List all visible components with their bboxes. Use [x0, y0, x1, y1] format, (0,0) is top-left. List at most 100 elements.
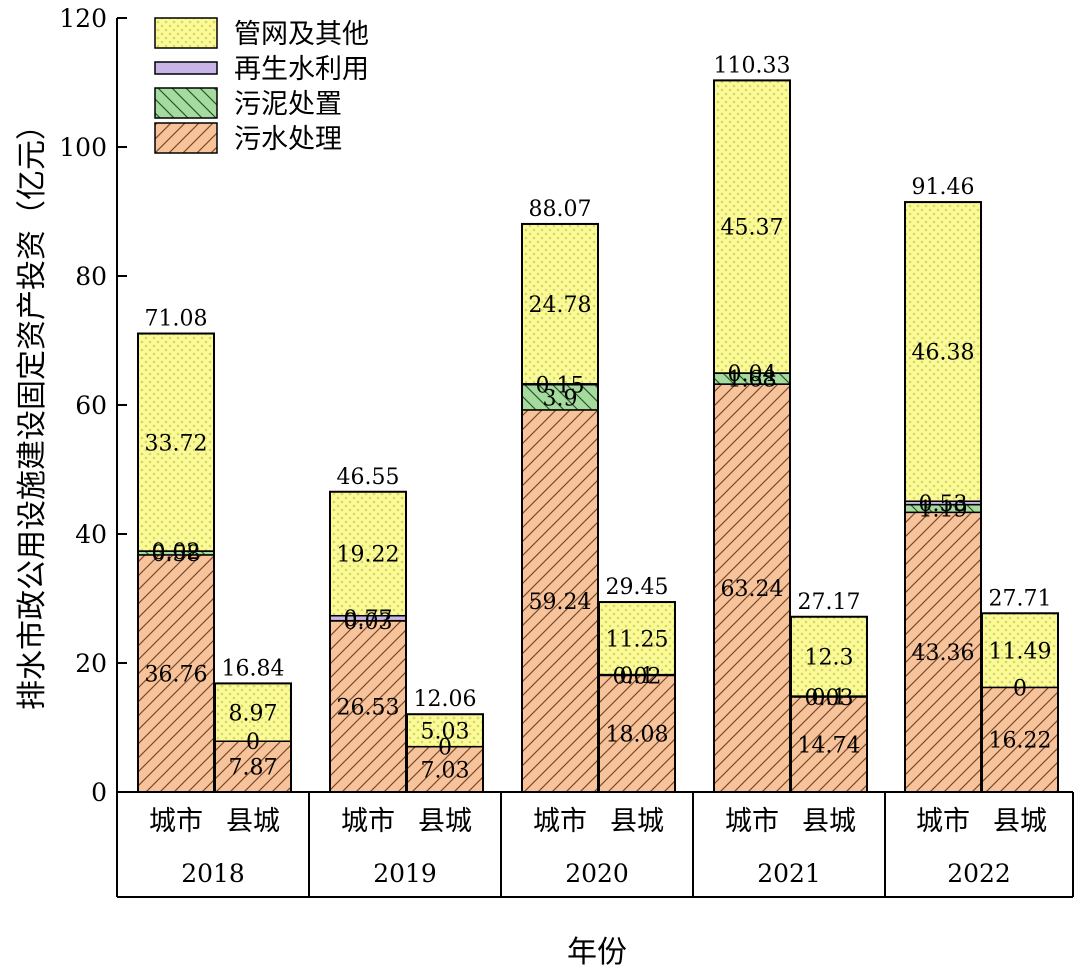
year-label: 2018 — [181, 859, 245, 888]
bar-outline — [137, 332, 215, 793]
bar-value-label: 0.53 — [919, 492, 968, 517]
bar-outline — [521, 222, 599, 794]
legend-label: 管网及其他 — [234, 19, 369, 50]
y-tick-label: 60 — [75, 391, 107, 420]
bar-total-label: 27.17 — [798, 590, 861, 615]
bar-segment — [329, 620, 407, 793]
legend-swatch — [154, 122, 218, 154]
bar-value-label: 0.1 — [620, 664, 655, 689]
y-tick-label: 80 — [75, 262, 107, 291]
bar-value-label: 12.3 — [805, 645, 854, 670]
legend-swatch — [154, 61, 218, 75]
legend-swatch — [154, 87, 218, 119]
y-tick-label: 100 — [59, 133, 107, 162]
bar-value-label: 14.74 — [798, 733, 861, 758]
y-axis-title: 排水市政公用设施建设固定资产投资（亿元） — [15, 110, 50, 710]
year-label: 2022 — [947, 859, 1011, 888]
category-label: 城市 — [341, 806, 395, 837]
data-labels: 36.760.580.0233.7271.087.8708.9716.8426.… — [145, 53, 1052, 783]
bar-total-label: 16.84 — [222, 656, 285, 681]
bars — [137, 79, 1059, 794]
category-label: 城市 — [725, 806, 779, 837]
bar-value-label: 0.03 — [344, 610, 393, 635]
y-tick-label: 40 — [75, 520, 107, 549]
bar-value-label: 0.02 — [613, 664, 662, 689]
legend-label: 污水处理 — [234, 124, 342, 155]
bar-segment — [406, 745, 484, 793]
bar-value-label: 8.97 — [229, 701, 278, 726]
bar-value-label: 1.68 — [728, 368, 777, 393]
category-label: 城市 — [149, 806, 203, 837]
bar-value-label: 7.87 — [229, 756, 278, 781]
bar-outline — [713, 79, 791, 793]
bar-value-label: 59.24 — [529, 590, 592, 615]
bar-outline — [329, 490, 407, 793]
bar-value-label: 43.36 — [912, 641, 975, 666]
category-label: 县城 — [418, 806, 472, 837]
bar-value-label: 0.1 — [812, 685, 847, 710]
bar-value-label: 0.77 — [344, 607, 393, 632]
bar-value-label: 36.76 — [145, 662, 208, 687]
bar-outline — [981, 612, 1059, 794]
bar-value-label: 16.22 — [989, 729, 1052, 754]
bar-total-label: 12.06 — [414, 687, 477, 712]
bar-value-label: 24.78 — [529, 293, 592, 318]
year-label: 2019 — [373, 859, 437, 888]
bar-segment — [981, 686, 1059, 793]
category-label: 城市 — [916, 806, 970, 837]
bar-value-label: 7.03 — [421, 758, 470, 783]
category-label: 县城 — [610, 806, 664, 837]
legend-label: 再生水利用 — [234, 54, 369, 85]
bar-total-label: 88.07 — [529, 197, 592, 222]
bar-segment — [713, 79, 791, 374]
bar-segment — [790, 616, 868, 697]
bar-total-label: 46.55 — [337, 465, 400, 490]
year-label: 2020 — [565, 859, 629, 888]
bar-value-label: 0.04 — [728, 362, 777, 387]
category-label: 县城 — [802, 806, 856, 837]
bar-value-label: 63.24 — [721, 577, 784, 602]
bar-value-label: 5.03 — [421, 719, 470, 744]
bar-outline — [406, 713, 484, 794]
legend-swatch — [154, 17, 218, 49]
bar-value-label: 45.37 — [721, 216, 784, 241]
category-label: 县城 — [993, 806, 1047, 837]
year-label: 2021 — [757, 859, 821, 888]
bar-value-label: 1.19 — [919, 497, 968, 522]
bar-value-label: 19.22 — [337, 543, 400, 568]
y-tick-label: 120 — [59, 4, 107, 33]
bar-value-label: 0.03 — [805, 686, 854, 711]
x-axis-label: 年份 — [567, 935, 627, 970]
bar-total-label: 71.08 — [145, 307, 208, 332]
bar-value-label: 11.49 — [989, 639, 1052, 664]
bar-value-label: 0 — [438, 736, 452, 761]
bar-segment — [214, 740, 292, 793]
category-label: 县城 — [226, 806, 280, 837]
y-tick-label: 0 — [91, 778, 107, 807]
bar-value-label: 3.9 — [543, 386, 578, 411]
bar-value-label: 0.58 — [152, 542, 201, 567]
bar-outline — [598, 601, 676, 793]
bar-value-label: 0 — [246, 730, 260, 755]
bar-segment — [329, 491, 407, 617]
bar-value-label: 0 — [1013, 676, 1027, 701]
category-label: 城市 — [533, 806, 587, 837]
bar-outline — [904, 201, 982, 793]
legend-label: 污泥处置 — [234, 89, 342, 120]
bar-total-label: 27.71 — [989, 586, 1052, 611]
bar-value-label: 0.15 — [536, 373, 585, 398]
y-tick-label: 20 — [75, 649, 107, 678]
bar-segment — [406, 713, 484, 748]
bar-value-label: 0.02 — [152, 540, 201, 565]
bar-segment — [904, 201, 982, 502]
bar-value-label: 46.38 — [912, 341, 975, 366]
bar-outline — [790, 615, 868, 793]
bar-outline — [214, 682, 292, 794]
bar-total-label: 110.33 — [714, 53, 791, 78]
bar-value-label: 18.08 — [606, 723, 669, 748]
bar-value-label: 26.53 — [337, 695, 400, 720]
bar-total-label: 91.46 — [912, 175, 975, 200]
